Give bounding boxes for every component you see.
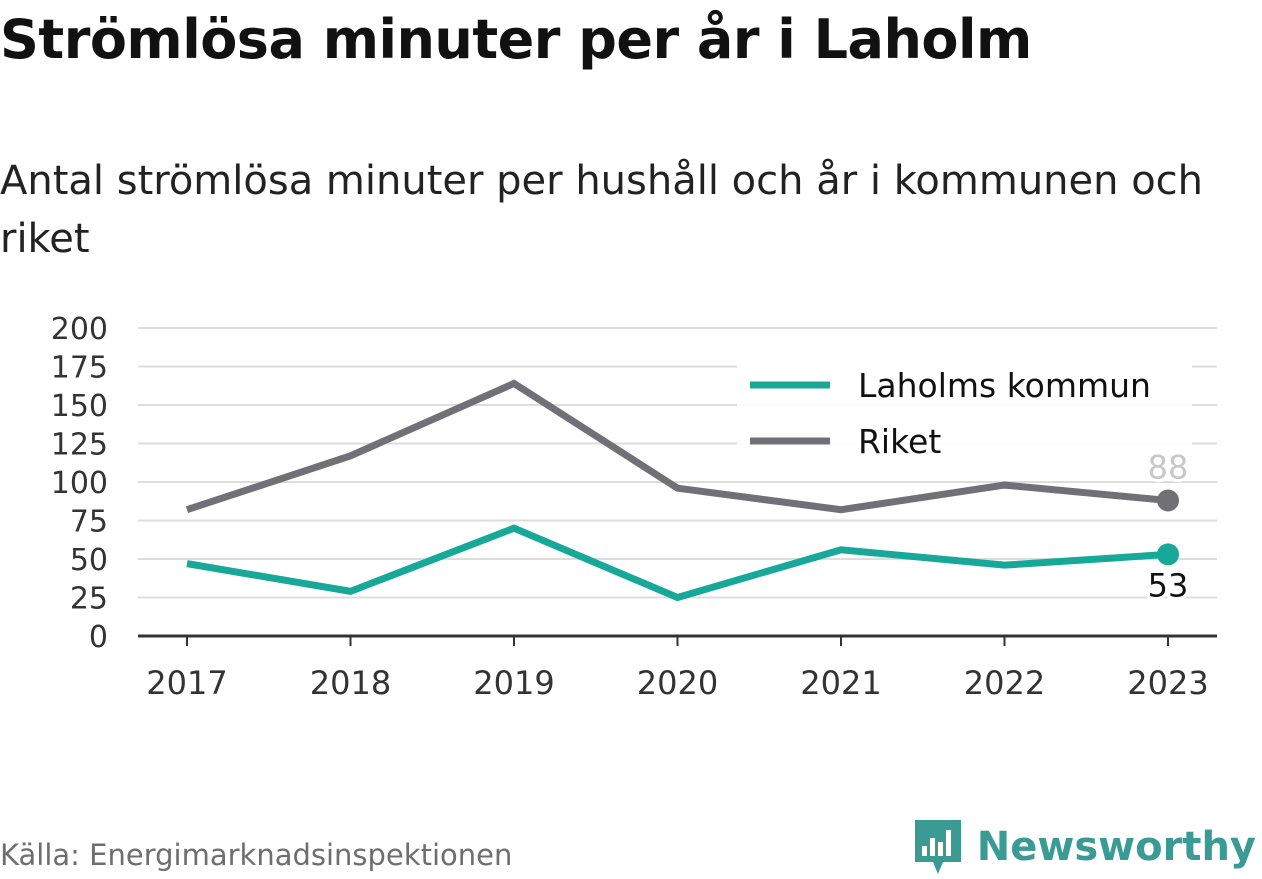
x-tick-label: 2018: [310, 664, 391, 702]
x-tick-label: 2023: [1127, 664, 1208, 702]
x-tick-label: 2021: [800, 664, 881, 702]
y-tick-label: 50: [70, 543, 108, 578]
y-tick-label: 175: [51, 351, 108, 386]
x-axis-ticks: 2017 2018 2019 2020 2021 2022 2023: [146, 636, 1209, 702]
y-tick-label: 25: [70, 582, 108, 617]
series-line-laholm: [186, 524, 1169, 602]
legend-label: Laholms kommun: [858, 366, 1151, 405]
x-tick-label: 2017: [146, 664, 227, 702]
legend-label: Riket: [858, 422, 941, 461]
x-tick-label: 2020: [637, 664, 718, 702]
series-line-riket: [185, 379, 1169, 514]
legend: Laholms kommun Riket: [737, 360, 1192, 464]
y-tick-label: 125: [51, 428, 108, 463]
end-point-laholm: [1157, 543, 1179, 566]
y-tick-label: 100: [51, 466, 108, 501]
brand-name: Newsworthy: [976, 824, 1256, 870]
y-tick-label: 75: [70, 505, 108, 540]
y-tick-label: 200: [51, 312, 108, 347]
x-tick-label: 2022: [964, 664, 1045, 702]
x-tick-label: 2019: [473, 664, 554, 702]
newsworthy-logo-icon: [914, 820, 961, 874]
y-tick-label: 150: [51, 389, 108, 424]
source-note: Källa: Energimarknadsinspektionen: [0, 838, 513, 872]
brand-logo: Newsworthy: [913, 818, 1256, 876]
y-tick-label: 0: [89, 620, 108, 655]
legend-background: [737, 360, 1192, 464]
end-labels: 53 88: [1145, 445, 1192, 607]
chart-title: Strömlösa minuter per år i Laholm: [0, 8, 1032, 71]
end-label-riket: 88: [1148, 448, 1189, 486]
series-lines: [185, 379, 1179, 602]
end-point-riket: [1157, 489, 1179, 512]
gridlines: [138, 327, 1217, 599]
chart-subtitle: Antal strömlösa minuter per hushåll och …: [0, 158, 1204, 262]
end-label-laholm: 53: [1148, 566, 1189, 604]
